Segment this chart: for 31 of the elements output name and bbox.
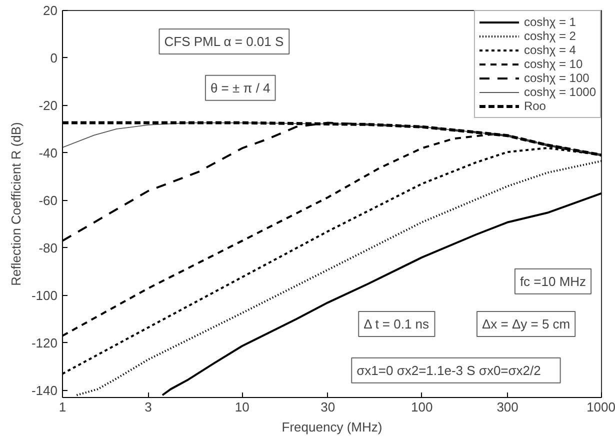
y-tick-label: 0 — [50, 50, 58, 66]
x-tick-label: 1 — [58, 400, 66, 414]
y-tick-label: -140 — [31, 382, 58, 398]
annotation: θ = ± π / 4 — [210, 80, 270, 96]
x-tick-label: 300 — [496, 400, 518, 414]
x-tick-label: 100 — [410, 400, 433, 414]
y-tick-label: -120 — [31, 335, 58, 350]
y-tick-label: -80 — [38, 240, 58, 256]
legend-label: coshχ = 1 — [524, 15, 576, 29]
annotation: Δx = Δy = 5 cm — [482, 316, 570, 332]
x-tick-label: 10 — [234, 400, 250, 414]
legend-label: coshχ = 2 — [524, 29, 576, 43]
y-tick-label: -100 — [31, 288, 58, 303]
annotation: CFS PML α = 0.01 S — [164, 34, 284, 49]
y-tick-label: -40 — [38, 145, 58, 160]
legend-label: Roo — [524, 99, 546, 113]
annotation: fc =10 MHz — [520, 274, 586, 289]
y-tick-label: -20 — [38, 98, 58, 113]
annotation: Δ t = 0.1 ns — [364, 316, 430, 332]
y-tick-label: -60 — [38, 192, 58, 208]
x-tick-label: 1000 — [586, 400, 615, 414]
legend-label: coshχ = 1000 — [524, 85, 596, 99]
x-tick-label: 30 — [320, 400, 336, 414]
x-tick-label: 3 — [144, 400, 152, 414]
x-axis-title: Frequency (MHz) — [282, 420, 382, 434]
legend-label: coshχ = 4 — [524, 43, 576, 57]
legend-label: coshχ = 100 — [524, 71, 590, 85]
y-tick-label: 20 — [43, 3, 58, 18]
y-axis-title: Reflection Coefficient R (dB) — [8, 122, 24, 286]
annotation: σx1=0 σx2=1.1e-3 S σx0=σx2/2 — [356, 362, 541, 378]
legend-label: coshχ = 10 — [524, 57, 583, 71]
